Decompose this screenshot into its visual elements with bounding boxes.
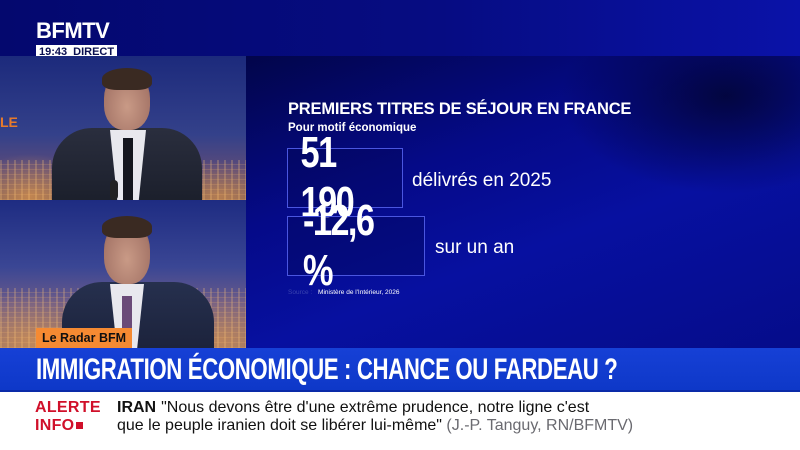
headline-text: IMMIGRATION ÉCONOMIQUE : CHANCE OU FARDE… [36,353,618,386]
microphone-icon [110,180,118,200]
video-panel-bottom [0,200,246,348]
channel-logo: BFMTV 19:43 DIRECT [36,18,118,60]
graphic-title: PREMIERS TITRES DE SÉJOUR EN FRANCE [288,100,632,118]
stat-box-change: -12,6 % [287,196,425,295]
alert-line1: ALERTE [35,399,101,416]
graphic-source: Source : Ministère de l'Intérieur, 2026 [288,289,399,296]
stat-value-change: -12,6 % [302,196,375,295]
program-tag: Le Radar BFM [36,328,133,348]
speaker-tie [122,296,132,348]
news-ticker: ALERTE INFO IRAN "Nous devons être d'une … [0,392,800,450]
stat-value-count: 51 190 [300,128,355,227]
logo-text: BFMTV [36,18,110,43]
square-icon [76,422,84,429]
headline-bar: IMMIGRATION ÉCONOMIQUE : CHANCE OU FARDE… [0,348,800,392]
speaker-tie [123,138,133,200]
top-strip: BFMTV 19:43 DIRECT [0,0,800,59]
source-value: Ministère de l'Intérieur, 2026 [318,289,400,296]
speaker-top [0,56,246,200]
ticker-attribution: (J.-P. Tanguy, RN/BFMTV) [446,417,634,434]
ticker-message: IRAN "Nous devons être d'une extrême prud… [117,399,633,435]
clock-time: 19:43 [39,46,68,58]
video-panel-top: LE [0,56,246,200]
live-label: DIRECT [73,46,115,58]
stat-label-change: sur un an [435,237,515,258]
ticker-topic: IRAN [117,399,157,416]
graphic-subtitle: Pour motif économique [288,122,417,134]
alert-line2: INFO [35,417,75,434]
speaker-hair [102,216,152,238]
ticker-line1: "Nous devons être d'une extrême prudence… [161,399,590,416]
infographic-panel: PREMIERS TITRES DE SÉJOUR EN FRANCE Pour… [246,56,800,348]
live-indicator: 19:43 DIRECT [36,45,118,59]
source-key: Source : [288,289,313,296]
stat-label-count: délivrés en 2025 [412,170,552,191]
speaker-bottom [0,200,246,348]
alert-info-label: ALERTE INFO [35,399,101,435]
studio-background-text: LE [0,114,18,130]
stat-box-count: 51 190 [287,128,403,227]
speaker-hair [102,68,152,90]
ticker-line2: que le peuple iranien doit se libérer lu… [117,417,442,434]
